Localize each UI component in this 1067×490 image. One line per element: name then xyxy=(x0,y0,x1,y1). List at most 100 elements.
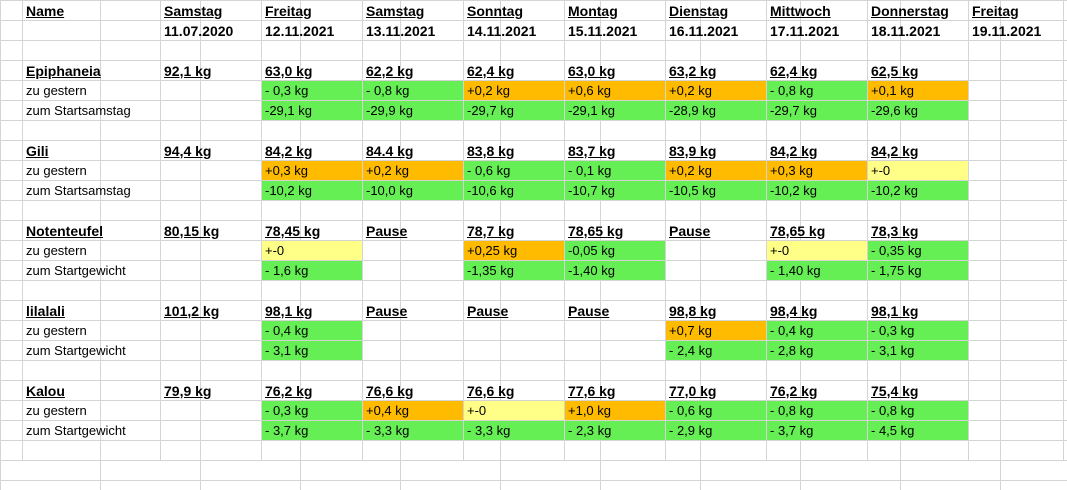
weight-cell[interactable] xyxy=(968,300,1064,321)
empty-cell[interactable] xyxy=(564,200,666,221)
delta-cell[interactable]: +0,1 kg xyxy=(867,80,969,101)
empty-cell[interactable] xyxy=(463,40,565,61)
empty-cell[interactable] xyxy=(160,100,262,121)
empty-cell[interactable] xyxy=(160,440,262,461)
empty-cell[interactable] xyxy=(968,280,1064,301)
empty-cell[interactable] xyxy=(261,120,363,141)
delta-cell[interactable]: - 0,3 kg xyxy=(261,400,363,421)
delta-cell[interactable]: - 3,1 kg xyxy=(261,340,363,361)
weight-cell[interactable]: 63,2 kg xyxy=(665,60,767,81)
empty-cell[interactable] xyxy=(261,280,363,301)
empty-cell[interactable] xyxy=(463,120,565,141)
weight-cell[interactable]: 76,6 kg xyxy=(362,380,464,401)
weight-cell[interactable]: 83,8 kg xyxy=(463,140,565,161)
empty-cell[interactable] xyxy=(867,440,969,461)
weight-cell[interactable]: 84,2 kg xyxy=(261,140,363,161)
header-weekday-cell[interactable]: Freitag xyxy=(261,0,363,21)
header-weekday-cell[interactable]: Sonntag xyxy=(463,0,565,21)
delta-cell[interactable]: - 0,6 kg xyxy=(463,160,565,181)
delta-cell[interactable] xyxy=(968,340,1064,361)
empty-cell[interactable] xyxy=(665,120,767,141)
delta-cell[interactable]: - 3,1 kg xyxy=(867,340,969,361)
weight-cell[interactable]: 63,0 kg xyxy=(564,60,666,81)
weight-cell[interactable]: Pause xyxy=(362,300,464,321)
empty-cell[interactable] xyxy=(867,360,969,381)
empty-cell[interactable] xyxy=(766,200,868,221)
weight-cell[interactable]: 62,4 kg xyxy=(463,60,565,81)
row-label-cell[interactable]: zum Startsamstag xyxy=(22,100,161,121)
empty-cell[interactable] xyxy=(160,40,262,61)
delta-cell[interactable]: -10,5 kg xyxy=(665,180,767,201)
weight-cell[interactable]: 75,4 kg xyxy=(867,380,969,401)
header-date-cell[interactable]: 19.11.2021 xyxy=(968,20,1064,41)
delta-cell[interactable]: +-0 xyxy=(867,160,969,181)
delta-cell[interactable]: -0,05 kg xyxy=(564,240,666,261)
weight-cell[interactable]: 98,1 kg xyxy=(867,300,969,321)
weight-cell[interactable]: Pause xyxy=(362,220,464,241)
empty-cell[interactable] xyxy=(665,200,767,221)
delta-cell[interactable]: -29,1 kg xyxy=(564,100,666,121)
empty-cell[interactable] xyxy=(160,240,262,261)
start-weight-cell[interactable]: 92,1 kg xyxy=(160,60,262,81)
empty-cell[interactable] xyxy=(22,440,161,461)
empty-cell[interactable] xyxy=(968,440,1064,461)
header-weekday-cell[interactable]: Montag xyxy=(564,0,666,21)
delta-cell[interactable]: - 1,40 kg xyxy=(766,260,868,281)
empty-cell[interactable] xyxy=(160,280,262,301)
header-date-cell[interactable]: 12.11.2021 xyxy=(261,20,363,41)
empty-cell[interactable] xyxy=(968,200,1064,221)
weight-cell[interactable]: 76,2 kg xyxy=(261,380,363,401)
delta-cell[interactable]: -10,7 kg xyxy=(564,180,666,201)
weight-cell[interactable]: 62,2 kg xyxy=(362,60,464,81)
delta-cell[interactable]: +-0 xyxy=(463,400,565,421)
empty-cell[interactable] xyxy=(463,200,565,221)
delta-cell[interactable]: - 0,8 kg xyxy=(766,400,868,421)
empty-cell[interactable] xyxy=(261,360,363,381)
row-label-cell[interactable]: zu gestern xyxy=(22,400,161,421)
empty-cell[interactable] xyxy=(22,20,161,41)
delta-cell[interactable]: -29,6 kg xyxy=(867,100,969,121)
weight-cell[interactable]: 62,4 kg xyxy=(766,60,868,81)
weight-cell[interactable]: 78,65 kg xyxy=(564,220,666,241)
empty-cell[interactable] xyxy=(362,440,464,461)
weight-cell[interactable]: 84,2 kg xyxy=(766,140,868,161)
empty-cell[interactable] xyxy=(665,360,767,381)
empty-cell[interactable] xyxy=(22,200,161,221)
delta-cell[interactable]: - 3,7 kg xyxy=(261,420,363,441)
delta-cell[interactable]: -10,0 kg xyxy=(362,180,464,201)
delta-cell[interactable] xyxy=(968,260,1064,281)
empty-cell[interactable] xyxy=(160,420,262,441)
delta-cell[interactable]: - 1,75 kg xyxy=(867,260,969,281)
delta-cell[interactable]: - 4,5 kg xyxy=(867,420,969,441)
delta-cell[interactable]: - 0,1 kg xyxy=(564,160,666,181)
person-name-cell[interactable]: Gili xyxy=(22,140,161,161)
weight-cell[interactable]: 77,0 kg xyxy=(665,380,767,401)
header-date-cell[interactable]: 13.11.2021 xyxy=(362,20,464,41)
empty-cell[interactable] xyxy=(160,200,262,221)
delta-cell[interactable] xyxy=(362,320,464,341)
delta-cell[interactable] xyxy=(564,340,666,361)
header-date-cell[interactable]: 14.11.2021 xyxy=(463,20,565,41)
weight-cell[interactable]: 76,6 kg xyxy=(463,380,565,401)
delta-cell[interactable]: +0,3 kg xyxy=(261,160,363,181)
delta-cell[interactable] xyxy=(463,320,565,341)
weight-cell[interactable]: 62,5 kg xyxy=(867,60,969,81)
empty-cell[interactable] xyxy=(968,40,1064,61)
delta-cell[interactable]: +0,25 kg xyxy=(463,240,565,261)
header-date-cell[interactable]: 11.07.2020 xyxy=(160,20,262,41)
delta-cell[interactable] xyxy=(665,260,767,281)
delta-cell[interactable]: -10,2 kg xyxy=(766,180,868,201)
empty-cell[interactable] xyxy=(160,260,262,281)
weight-cell[interactable]: 84,2 kg xyxy=(867,140,969,161)
delta-cell[interactable] xyxy=(362,340,464,361)
empty-cell[interactable] xyxy=(564,280,666,301)
empty-cell[interactable] xyxy=(968,360,1064,381)
delta-cell[interactable]: -10,6 kg xyxy=(463,180,565,201)
delta-cell[interactable]: -10,2 kg xyxy=(867,180,969,201)
header-date-cell[interactable]: 16.11.2021 xyxy=(665,20,767,41)
header-weekday-cell[interactable]: Samstag xyxy=(362,0,464,21)
delta-cell[interactable]: +0,2 kg xyxy=(665,160,767,181)
delta-cell[interactable] xyxy=(968,180,1064,201)
delta-cell[interactable]: -10,2 kg xyxy=(261,180,363,201)
delta-cell[interactable]: - 0,4 kg xyxy=(261,320,363,341)
